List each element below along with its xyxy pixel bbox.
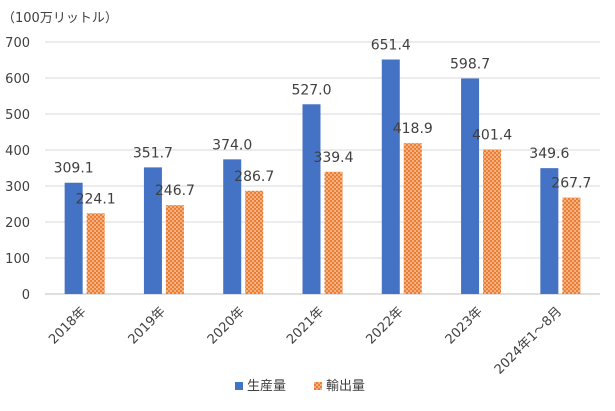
- bar-production: [223, 159, 242, 294]
- data-label: 418.9: [393, 121, 433, 137]
- x-category-label: 2024年1～8月: [492, 304, 565, 377]
- y-tick-label: 500: [5, 108, 30, 123]
- y-tick-label: 100: [5, 252, 30, 267]
- bars: [64, 59, 581, 294]
- y-axis-ticks: 0 100 200 300 400 500 600 700: [5, 36, 30, 303]
- bar-export: [483, 149, 502, 294]
- data-label: 401.4: [472, 127, 512, 143]
- data-label: 349.6: [529, 146, 569, 162]
- data-label: 224.1: [76, 191, 116, 207]
- y-tick-label: 600: [5, 72, 30, 87]
- bar-production: [381, 59, 400, 294]
- data-label: 286.7: [234, 169, 274, 185]
- bar-export: [562, 197, 581, 294]
- y-tick-label: 200: [5, 216, 30, 231]
- data-label: 351.7: [133, 145, 173, 161]
- data-label: 267.7: [551, 176, 591, 192]
- bar-export: [324, 171, 343, 294]
- bar-export: [403, 143, 422, 294]
- gridlines: [45, 41, 600, 295]
- x-category-label: 2020年: [205, 304, 248, 347]
- bar-export: [86, 213, 105, 294]
- data-label: 339.4: [313, 150, 353, 166]
- x-axis-categories: 2018年 2019年 2020年 2021年 2022年 2023年 2024年1～8月: [46, 304, 565, 377]
- bar-production: [461, 78, 480, 294]
- x-category-label: 2018年: [46, 304, 89, 347]
- x-category-label: 2022年: [363, 304, 406, 347]
- data-label: 651.4: [371, 37, 411, 53]
- legend-label-production: 生産量: [247, 378, 286, 394]
- legend-label-export: 輸出量: [326, 379, 365, 394]
- y-axis-unit-label: （100万リットル）: [2, 11, 118, 26]
- y-tick-label: 0: [22, 288, 30, 303]
- bar-production: [143, 167, 162, 294]
- data-label: 309.1: [54, 161, 94, 177]
- bar-production: [302, 104, 321, 294]
- data-label: 598.7: [450, 56, 490, 72]
- data-labels: 309.1 224.1 351.7 246.7 374.0 286.7 527.0 339.4…: [54, 37, 592, 207]
- legend: 生産量 輸出量: [235, 378, 365, 394]
- data-label: 374.0: [212, 137, 252, 153]
- bar-production: [540, 168, 559, 294]
- data-label: 527.0: [291, 82, 331, 98]
- bar-export: [165, 205, 184, 294]
- y-tick-label: 400: [5, 144, 30, 159]
- data-label: 246.7: [155, 183, 195, 199]
- legend-swatch-export: [314, 382, 322, 390]
- legend-swatch-production: [235, 382, 243, 390]
- y-tick-label: 700: [5, 36, 30, 51]
- y-tick-label: 300: [5, 180, 30, 195]
- x-category-label: 2021年: [284, 304, 327, 347]
- x-category-label: 2019年: [126, 304, 169, 347]
- bar-export: [245, 190, 264, 294]
- bar-production: [64, 182, 83, 294]
- x-category-label: 2023年: [443, 304, 486, 347]
